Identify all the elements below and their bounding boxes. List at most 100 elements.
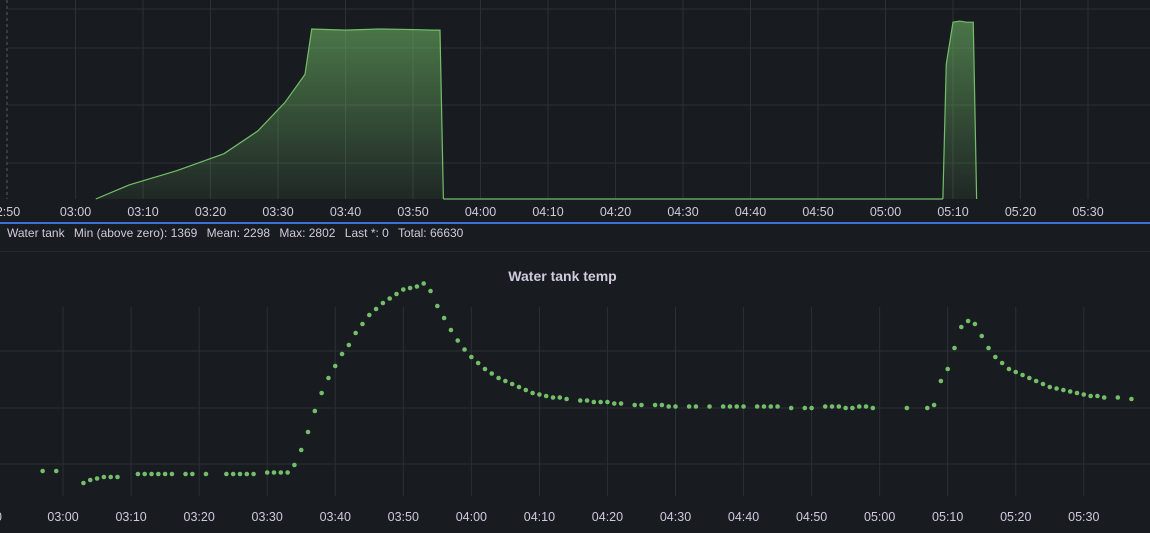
data-point bbox=[462, 347, 467, 352]
data-point bbox=[366, 312, 372, 318]
data-point bbox=[598, 399, 603, 405]
data-point bbox=[292, 462, 297, 468]
data-point bbox=[986, 345, 991, 351]
data-point bbox=[53, 468, 59, 474]
data-point bbox=[734, 404, 740, 409]
data-point bbox=[435, 303, 440, 309]
panel-title[interactable]: Water tank temp bbox=[508, 268, 617, 284]
x-tick-label: 04:50 bbox=[796, 510, 827, 524]
x-tick-label: 03:40 bbox=[330, 205, 361, 219]
data-point bbox=[264, 470, 270, 475]
water-tank-temp-panel: Water tank temp 50 03:00 03:10 03:20 03:30 03… bbox=[0, 251, 1150, 533]
data-point bbox=[829, 404, 835, 409]
data-point bbox=[40, 468, 45, 474]
data-point bbox=[1067, 389, 1073, 394]
data-point bbox=[1095, 393, 1100, 399]
data-point bbox=[244, 471, 250, 477]
data-point bbox=[761, 404, 767, 409]
data-point bbox=[1054, 386, 1059, 391]
data-point bbox=[652, 402, 658, 408]
data-point bbox=[285, 470, 290, 475]
data-point bbox=[346, 342, 352, 348]
data-point bbox=[904, 405, 910, 411]
data-point bbox=[441, 315, 447, 321]
data-point bbox=[632, 402, 637, 408]
x-tick-label: 04:20 bbox=[592, 510, 623, 524]
data-point bbox=[577, 398, 583, 403]
data-point bbox=[611, 401, 617, 406]
data-point bbox=[850, 405, 855, 411]
data-point bbox=[605, 399, 610, 405]
legend-series-name[interactable]: Water tank bbox=[7, 226, 65, 240]
x-tick-label: 03:00 bbox=[47, 510, 78, 524]
data-point bbox=[305, 429, 311, 435]
legend-stat-min: Min (above zero): 1369 bbox=[73, 226, 198, 240]
data-point bbox=[843, 405, 848, 411]
x-tick-label: 04:30 bbox=[667, 205, 698, 219]
data-point bbox=[1129, 396, 1134, 402]
data-point bbox=[863, 404, 869, 409]
x-tick-label: 03:10 bbox=[127, 205, 158, 219]
data-point bbox=[530, 390, 535, 396]
x-tick-label: 03:30 bbox=[252, 510, 283, 524]
data-point bbox=[482, 366, 488, 372]
data-point bbox=[999, 360, 1005, 366]
data-point bbox=[822, 404, 828, 409]
x-tick-label: 03:00 bbox=[60, 205, 91, 219]
data-point bbox=[401, 287, 406, 292]
data-point bbox=[938, 378, 944, 384]
data-point bbox=[788, 405, 794, 411]
x-tick-label: 2:50 bbox=[0, 205, 20, 219]
data-point bbox=[455, 338, 461, 343]
data-point bbox=[414, 284, 420, 289]
data-point bbox=[856, 404, 862, 409]
data-point bbox=[659, 402, 665, 408]
data-point bbox=[360, 321, 365, 327]
legend: Water tank Min (above zero): 1369 Mean: … bbox=[0, 222, 1150, 244]
data-point bbox=[959, 324, 964, 330]
x-tick-label: 03:10 bbox=[115, 510, 146, 524]
data-point bbox=[394, 291, 399, 297]
data-point bbox=[673, 404, 678, 409]
data-point bbox=[523, 387, 529, 393]
data-point bbox=[965, 318, 971, 324]
data-point bbox=[1101, 395, 1107, 400]
x-tick-label: 05:10 bbox=[932, 510, 963, 524]
data-point bbox=[298, 447, 304, 453]
data-point bbox=[707, 404, 712, 409]
data-point bbox=[101, 474, 107, 480]
data-point bbox=[1040, 381, 1046, 387]
data-point bbox=[1074, 390, 1080, 396]
data-point bbox=[428, 288, 433, 294]
series-area bbox=[95, 29, 444, 199]
x-tick-label: 03:20 bbox=[184, 510, 215, 524]
data-point bbox=[489, 371, 495, 376]
data-point bbox=[339, 351, 345, 357]
data-point bbox=[387, 296, 392, 301]
data-point bbox=[326, 375, 331, 381]
water-tank-panel: 2:50 03:00 03:10 03:20 03:30 03:40 03:50 04:00 0… bbox=[0, 0, 1150, 250]
data-point bbox=[993, 354, 998, 360]
data-point bbox=[1027, 375, 1032, 381]
water-tank-temp-chart: 50 03:00 03:10 03:20 03:30 03:40 03:50 04:00 04:… bbox=[0, 281, 1150, 524]
x-tick-label: 04:10 bbox=[532, 205, 563, 219]
data-point bbox=[81, 480, 86, 486]
data-point bbox=[312, 408, 318, 414]
x-tick-label: 05:20 bbox=[1000, 510, 1031, 524]
data-point bbox=[727, 404, 733, 409]
data-point bbox=[557, 395, 563, 400]
data-point bbox=[353, 330, 358, 336]
data-point bbox=[149, 471, 154, 477]
x-tick-label: 04:50 bbox=[802, 205, 833, 219]
x-tick-label: 04:40 bbox=[728, 510, 759, 524]
data-point bbox=[503, 378, 508, 384]
data-point bbox=[945, 366, 950, 372]
data-point bbox=[278, 470, 284, 475]
x-tick-label: 05:20 bbox=[1005, 205, 1036, 219]
data-point bbox=[686, 404, 692, 409]
data-point bbox=[190, 471, 195, 477]
legend-stat-max: Max: 2802 bbox=[279, 226, 336, 240]
x-tick-label: 04:10 bbox=[524, 510, 555, 524]
data-point bbox=[1020, 372, 1025, 378]
data-point bbox=[332, 363, 338, 369]
